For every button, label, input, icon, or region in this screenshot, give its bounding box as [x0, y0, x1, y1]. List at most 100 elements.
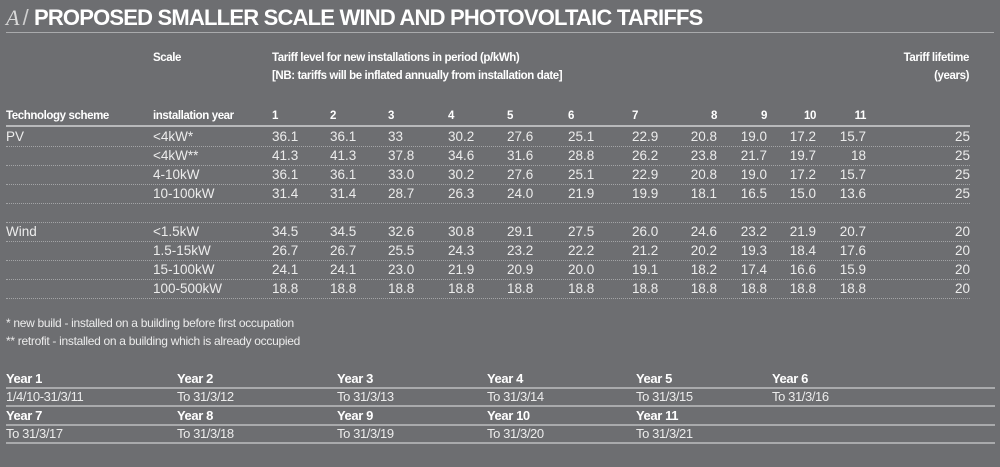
- year-label: Year 9: [337, 408, 373, 423]
- year-dates: To 31/3/20: [487, 426, 544, 441]
- year-dates: To 31/3/18: [177, 426, 234, 441]
- tariff-cell-7: 26.0: [632, 224, 659, 239]
- table-row: 100-500kW 18.8 18.8 18.8 18.8 18.8 18.8 18.8 18.…: [6, 279, 970, 299]
- tariff-cell-7: 26.2: [632, 148, 659, 163]
- period-header-9: 9: [761, 110, 767, 122]
- year-rule: [6, 387, 995, 389]
- header-technology: Technology scheme: [6, 110, 109, 122]
- title-separator: /: [22, 5, 29, 30]
- technology-cell: Wind: [6, 224, 37, 239]
- header-tariff-line2: [NB: tariffs will be inflated annually f…: [272, 70, 563, 82]
- scale-cell: <4kW*: [153, 129, 194, 144]
- tariff-cell-9: 17.4: [740, 262, 767, 277]
- tariff-cell-7: 19.1: [632, 262, 659, 277]
- tariff-cell-4: 18.8: [448, 281, 475, 296]
- year-dates: To 31/3/16: [772, 389, 829, 404]
- year-dates: To 31/3/17: [6, 426, 63, 441]
- header-installation-year: installation year: [153, 110, 234, 122]
- tariff-cell-9: 18.8: [740, 281, 767, 296]
- tariff-cell-11: 20.7: [839, 224, 866, 239]
- table-row: <4kW** 41.3 41.3 37.8 34.6 31.6 28.8 26.2 23.8 21…: [6, 146, 970, 166]
- year-dates: To 31/3/19: [337, 426, 394, 441]
- tariff-cell-9: 19.3: [740, 243, 767, 258]
- title-rule: [6, 32, 994, 33]
- tariff-cell-9: 21.7: [740, 148, 767, 163]
- tariff-cell-10: 19.7: [789, 148, 816, 163]
- scale-cell: 1.5-15kW: [153, 243, 211, 258]
- lifetime-cell: 20: [954, 281, 970, 296]
- tariff-cell-2: 26.7: [330, 243, 357, 258]
- period-header-6: 6: [568, 110, 574, 122]
- year-rule: [6, 442, 995, 444]
- tariff-cell-4: 30.8: [448, 224, 475, 239]
- scale-cell: 15-100kW: [153, 262, 215, 277]
- tariff-cell-4: 30.2: [448, 129, 475, 144]
- tariff-cell-2: 41.3: [330, 148, 357, 163]
- tariff-cell-4: 34.6: [448, 148, 475, 163]
- table-row: 10-100kW 31.4 31.4 28.7 26.3 24.0 21.9 19.9 18.1…: [6, 184, 970, 204]
- tariff-cell-6: 18.8: [568, 281, 595, 296]
- tariff-cell-8: 18.2: [690, 262, 717, 277]
- tariff-cell-5: 31.6: [507, 148, 534, 163]
- tariff-cell-5: 18.8: [507, 281, 534, 296]
- year-label: Year 3: [337, 371, 373, 386]
- tariff-cell-10: 16.6: [789, 262, 816, 277]
- tariff-cell-8: 20.8: [690, 167, 717, 182]
- tariff-cell-4: 24.3: [448, 243, 475, 258]
- tariff-cell-6: 28.8: [568, 148, 595, 163]
- year-label: Year 5: [636, 371, 672, 386]
- period-header-3: 3: [388, 110, 394, 122]
- header-lifetime-line2: (years): [934, 70, 969, 82]
- tariff-cell-7: 21.2: [632, 243, 659, 258]
- table-row: [6, 203, 970, 223]
- year-dates: To 31/3/13: [337, 389, 394, 404]
- tariff-cell-7: 18.8: [632, 281, 659, 296]
- year-rule: [6, 405, 995, 407]
- tariff-cell-4: 30.2: [448, 167, 475, 182]
- tariff-cell-1: 24.1: [272, 262, 299, 277]
- year-dates: To 31/3/21: [636, 426, 693, 441]
- tariff-cell-11: 15.7: [839, 167, 866, 182]
- header-tariff-line1: Tariff level for new installations in pe…: [272, 52, 520, 64]
- year-label: Year 1: [6, 371, 42, 386]
- tariff-cell-3: 32.6: [388, 224, 415, 239]
- year-label: Year 11: [636, 408, 679, 423]
- tariff-cell-8: 23.8: [690, 148, 717, 163]
- tariff-cell-11: 13.6: [839, 186, 866, 201]
- tariff-cell-3: 28.7: [388, 186, 415, 201]
- scale-cell: <1.5kW: [153, 224, 200, 239]
- table-row: 4-10kW 36.1 36.1 33.0 30.2 27.6 25.1 22.9 20.8 19…: [6, 165, 970, 185]
- tariff-cell-6: 27.5: [568, 224, 595, 239]
- tariff-cell-1: 41.3: [272, 148, 299, 163]
- header-rule: [6, 125, 970, 127]
- tariff-cell-8: 20.8: [690, 129, 717, 144]
- footnote-new-build: * new build - installed on a building be…: [6, 316, 294, 330]
- tariff-cell-6: 21.9: [568, 186, 595, 201]
- tariff-cell-1: 36.1: [272, 167, 299, 182]
- tariff-cell-10: 17.2: [789, 167, 816, 182]
- period-header-8: 8: [711, 110, 717, 122]
- tariff-cell-3: 23.0: [388, 262, 415, 277]
- scale-cell: <4kW**: [153, 148, 199, 163]
- period-header-2: 2: [330, 110, 336, 122]
- period-header-10: 10: [804, 110, 816, 122]
- tariff-cell-7: 22.9: [632, 167, 659, 182]
- tariff-cell-11: 15.7: [839, 129, 866, 144]
- tariff-cell-11: 18.8: [839, 281, 866, 296]
- period-header-1: 1: [272, 110, 278, 122]
- tariff-cell-2: 31.4: [330, 186, 357, 201]
- lifetime-cell: 20: [954, 224, 970, 239]
- tariff-cell-3: 25.5: [388, 243, 415, 258]
- period-header-7: 7: [632, 110, 638, 122]
- tariff-cell-11: 17.6: [839, 243, 866, 258]
- tariff-cell-6: 20.0: [568, 262, 595, 277]
- page-title: A / PROPOSED SMALLER SCALE WIND AND PHOTOV…: [6, 5, 703, 31]
- year-label: Year 6: [772, 371, 808, 386]
- year-dates: To 31/3/14: [487, 389, 544, 404]
- table-row: 1.5-15kW 26.7 26.7 25.5 24.3 23.2 22.2 21.2 20.2…: [6, 241, 970, 261]
- tariff-cell-3: 18.8: [388, 281, 415, 296]
- section-letter: A: [6, 5, 19, 30]
- period-header-4: 4: [448, 110, 454, 122]
- tariff-cell-2: 18.8: [330, 281, 357, 296]
- header-lifetime-line1: Tariff lifetime: [903, 52, 970, 64]
